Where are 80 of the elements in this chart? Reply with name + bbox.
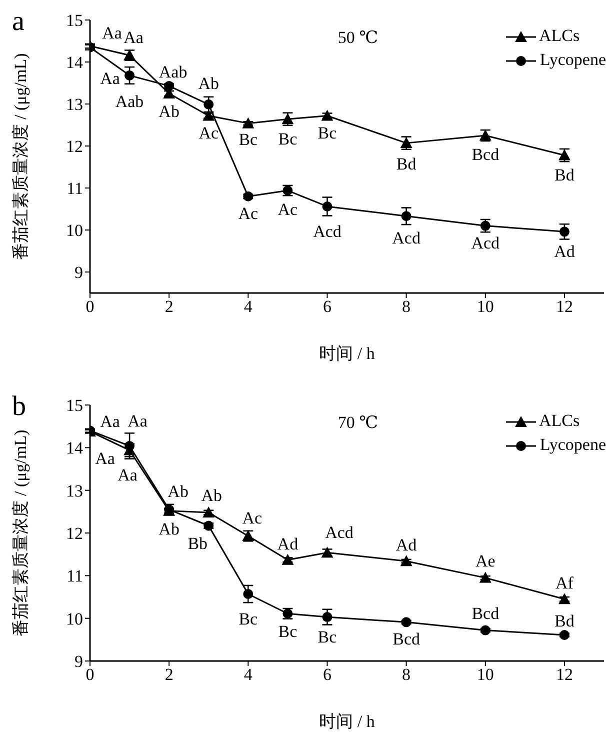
annotation: Ac xyxy=(242,508,263,528)
annotation: Acd xyxy=(325,523,354,542)
x-tick-label: 2 xyxy=(164,297,174,316)
y-axis-title: 番茄红素质量浓度 / (μg/mL) xyxy=(11,430,30,636)
y-tick-label: 15 xyxy=(66,11,83,30)
y-tick-label: 10 xyxy=(66,609,83,628)
annotation: Ad xyxy=(277,534,299,554)
x-axis-title: 时间 / h xyxy=(319,712,376,731)
legend-label: ALCs xyxy=(538,410,581,432)
annotation: Ab xyxy=(201,486,222,506)
annotation: Acd xyxy=(313,222,342,241)
annotation: Bc xyxy=(238,610,258,629)
annotation: Ab xyxy=(158,102,180,121)
annotation: Aab xyxy=(158,62,188,82)
x-tick-label: 8 xyxy=(402,665,411,684)
x-tick-label: 0 xyxy=(86,665,94,684)
annotation: Bcd xyxy=(472,145,500,164)
y-tick-label: 9 xyxy=(74,652,83,672)
annotation: Bc xyxy=(318,123,338,142)
y-tick-label: 13 xyxy=(66,481,83,500)
annotation: Bd xyxy=(554,166,575,185)
annotation: Ad xyxy=(396,536,418,555)
legend-label: Lycopene xyxy=(538,434,606,456)
text: 50 ℃ xyxy=(336,28,380,48)
annotation: Ab xyxy=(158,519,180,538)
annotation: Ae xyxy=(475,551,496,570)
x-tick-label: 2 xyxy=(164,665,174,684)
x-axis-title: 时间 / h xyxy=(319,344,376,363)
annotation: Bd xyxy=(554,611,575,630)
x-tick-label: 6 xyxy=(322,297,332,316)
y-tick-label: 14 xyxy=(66,438,84,458)
x-tick-label: 0 xyxy=(86,297,94,316)
annotation: Ac xyxy=(238,204,259,223)
annotation: Ac xyxy=(198,123,219,142)
y-tick-label: 11 xyxy=(66,566,83,586)
x-tick-label: 10 xyxy=(476,297,494,316)
annotation: Bcd xyxy=(472,604,500,623)
y-tick-label: 9 xyxy=(74,263,83,282)
y-tick-label: 15 xyxy=(66,396,83,416)
y-tick-label: 12 xyxy=(66,137,83,156)
x-tick-label: 4 xyxy=(244,297,253,316)
annotation: Aa xyxy=(128,411,148,430)
annotation: Bc xyxy=(278,622,298,642)
x-tick-label: 12 xyxy=(556,297,573,316)
annotation: Bb xyxy=(188,534,208,554)
annotation: Ac xyxy=(278,200,298,220)
x-tick-label: 8 xyxy=(402,297,411,316)
y-tick-label: 10 xyxy=(66,221,83,240)
legend-label: Lycopene xyxy=(538,49,606,71)
annotation: Bcd xyxy=(392,630,420,649)
annotation: Aa xyxy=(118,466,138,485)
x-tick-label: 6 xyxy=(322,665,332,684)
annotation: Ad xyxy=(554,242,576,262)
annotation: Bc xyxy=(238,130,258,149)
legend-label: ALCs xyxy=(538,25,581,47)
y-tick-label: 14 xyxy=(66,53,84,72)
annotation: Acd xyxy=(471,233,500,252)
y-tick-label: 11 xyxy=(66,179,83,198)
text: b xyxy=(12,391,26,423)
annotation: Bd xyxy=(396,154,417,174)
annotation: Aa xyxy=(124,28,144,47)
annotation: Ab xyxy=(198,74,220,93)
y-tick-label: 12 xyxy=(66,524,83,544)
annotation: Bc xyxy=(278,130,298,149)
annotation: Aa xyxy=(95,449,116,468)
x-tick-label: 12 xyxy=(556,665,573,684)
x-tick-label: 10 xyxy=(476,665,494,684)
annotation: Aa xyxy=(102,24,122,43)
y-tick-label: 13 xyxy=(66,95,83,114)
text: 70 ℃ xyxy=(336,413,380,433)
text: a xyxy=(12,6,24,38)
annotation: Ab xyxy=(168,482,188,502)
annotation: Aab xyxy=(115,92,144,111)
annotation: Acd xyxy=(392,228,421,248)
y-axis-title: 番茄红素质量浓度 / (μg/mL) xyxy=(11,53,30,260)
annotation: Bc xyxy=(318,628,338,647)
annotation: Aa xyxy=(100,68,120,88)
annotation: Aa xyxy=(100,412,120,431)
x-tick-label: 4 xyxy=(244,665,253,684)
annotation: Af xyxy=(555,574,574,593)
